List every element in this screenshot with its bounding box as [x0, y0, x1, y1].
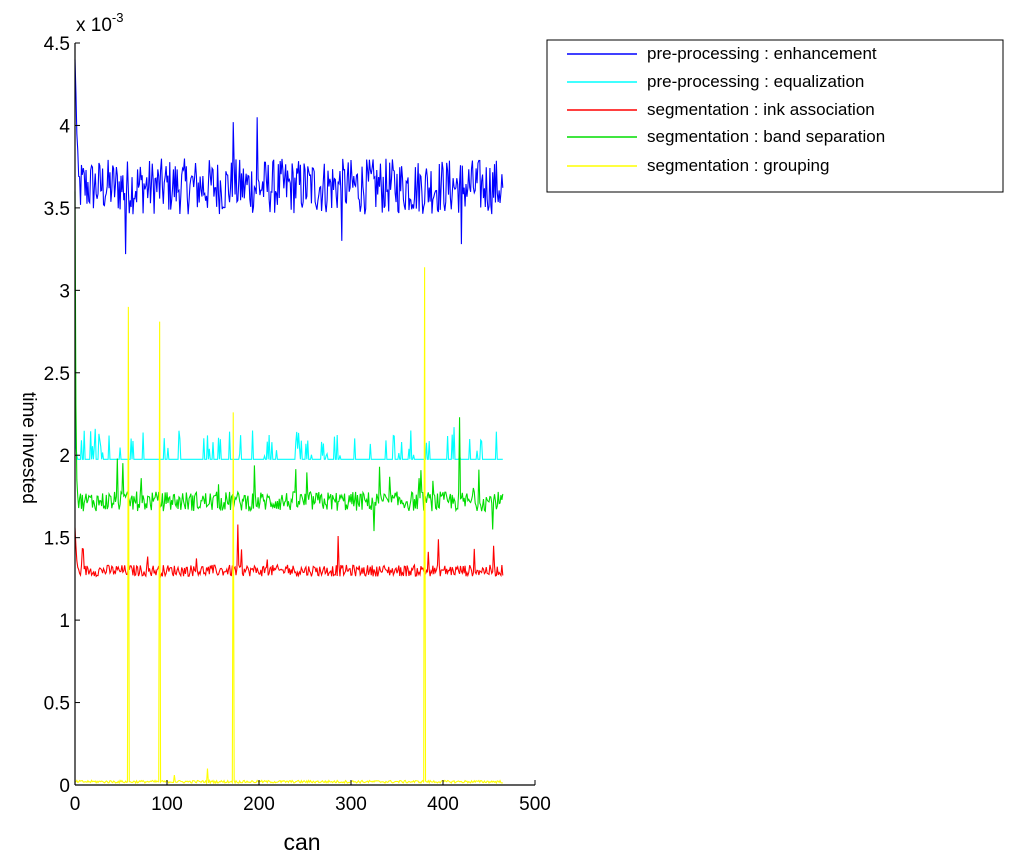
legend-label-5: segmentation : grouping [647, 156, 829, 175]
x-tick-label: 100 [151, 794, 183, 815]
y-tick-label: 0 [59, 776, 70, 797]
y-tick-label: 4 [59, 116, 70, 137]
y-tick-label: 3.5 [44, 199, 70, 220]
y-tick-label: 3 [59, 281, 70, 302]
series-line-1 [74, 59, 504, 255]
axes-layer [74, 43, 535, 786]
y-multiplier-exponent: -3 [112, 10, 124, 25]
y-tick-label: 0.5 [44, 694, 70, 715]
y-tick-label: 2 [59, 446, 70, 467]
x-tick-label: 400 [427, 794, 459, 815]
x-tick-label: 300 [335, 794, 367, 815]
series-line-4 [74, 191, 504, 532]
x-tick-label: 200 [243, 794, 275, 815]
series-line-2 [74, 397, 503, 460]
legend-label-1: pre-processing : enhancement [647, 44, 877, 63]
legend-label-2: pre-processing : equalization [647, 72, 864, 91]
y-tick-label: 1.5 [44, 529, 70, 550]
series-layer [74, 59, 504, 786]
x-tick-label: 0 [70, 794, 81, 815]
x-tick-label: 500 [519, 794, 551, 815]
series-line-5 [75, 267, 503, 786]
y-multiplier-label: x 10-3 [76, 10, 123, 36]
y-tick-label: 4.5 [44, 34, 70, 55]
x-axis-label: can [283, 829, 320, 855]
y-tick-label: 2.5 [44, 364, 70, 385]
series-line-3 [74, 524, 504, 579]
legend-label-4: segmentation : band separation [647, 127, 885, 146]
y-ticks: 0 0.5 1 1.5 2 2.5 3 3.5 4 4.5 [44, 34, 80, 797]
x-ticks: 0 100 200 300 400 500 [70, 780, 551, 815]
y-tick-label: 1 [59, 611, 70, 632]
legend: pre-processing : enhancement pre-processi… [546, 39, 1004, 193]
legend-label-3: segmentation : ink association [647, 100, 875, 119]
y-axis-label: time invested [18, 392, 39, 504]
